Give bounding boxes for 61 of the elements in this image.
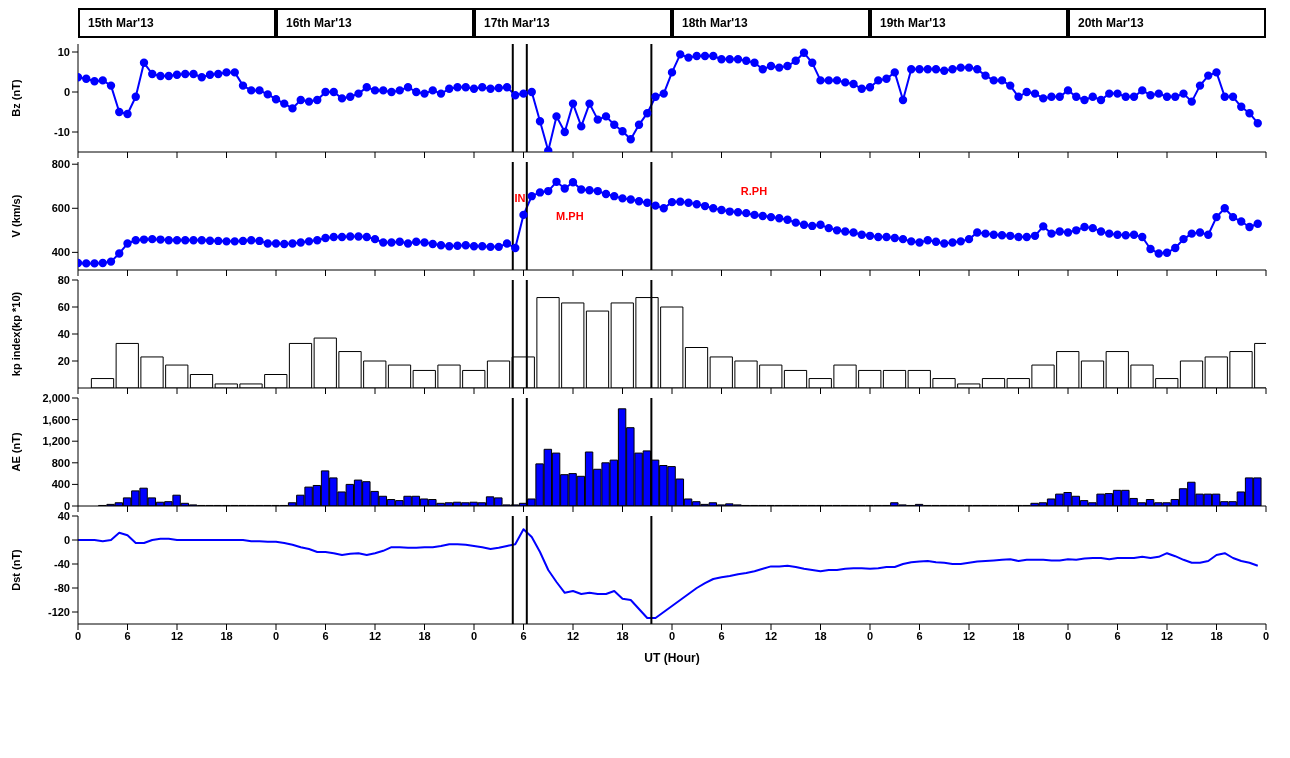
y-tick-label: 60 <box>57 300 70 313</box>
y-axis-title: kp index(kp *10) <box>9 291 22 377</box>
x-tick-label: 6 <box>322 629 329 642</box>
y-tick-label: 0 <box>63 499 70 512</box>
y-axis-title: Dst (nT) <box>9 548 22 591</box>
x-tick-label: 6 <box>124 629 131 642</box>
x-tick-label: 18 <box>1012 629 1025 642</box>
x-tick-label: 6 <box>718 629 725 642</box>
annotation: M.PH <box>556 210 584 222</box>
y-tick-label: 80 <box>57 273 70 286</box>
x-tick-label: 6 <box>916 629 923 642</box>
x-tick-label: 0 <box>1262 629 1270 642</box>
x-tick-label: 12 <box>764 629 778 642</box>
y-tick-label: 40 <box>57 509 70 522</box>
x-tick-label: 12 <box>1160 629 1174 642</box>
x-tick-label: 18 <box>418 629 431 642</box>
label-box: 17th Mar'13 <box>474 8 672 38</box>
x-tick-label: 6 <box>1114 629 1121 642</box>
y-tick-label: -40 <box>54 557 70 570</box>
x-tick-label: 12 <box>566 629 580 642</box>
x-tick-label: 6 <box>520 629 527 642</box>
x-tick-label: 0 <box>74 629 82 642</box>
x-tick-label: 0 <box>668 629 676 642</box>
x-tick-label: 18 <box>814 629 827 642</box>
y-axis-title: AE (nT) <box>9 432 22 472</box>
y-tick-label: 20 <box>57 354 70 367</box>
y-tick-label: 1,600 <box>42 413 70 426</box>
x-tick-label: 12 <box>962 629 976 642</box>
x-axis-title: UT (Hour) <box>644 651 700 665</box>
y-tick-label: 400 <box>51 246 70 259</box>
x-tick-label: 12 <box>368 629 382 642</box>
x-tick-label: 0 <box>866 629 874 642</box>
label-box: 15th Mar'13 <box>78 8 276 38</box>
label-box: 19th Mar'13 <box>870 8 1068 38</box>
y-tick-label: -10 <box>54 125 70 138</box>
x-tick-label: 18 <box>1210 629 1223 642</box>
x-tick-label: 18 <box>616 629 629 642</box>
y-tick-label: 2,000 <box>42 391 70 404</box>
x-tick-label: 18 <box>220 629 233 642</box>
annotation: IN <box>514 191 526 204</box>
y-axis-title: Bz (nT) <box>9 79 22 117</box>
y-tick-label: 0 <box>63 85 70 98</box>
y-tick-label: 800 <box>51 158 70 171</box>
x-tick-label: 0 <box>272 629 280 642</box>
x-tick-label: 12 <box>170 629 184 642</box>
y-tick-label: 40 <box>57 327 70 340</box>
label-box: 18th Mar'13 <box>672 8 870 38</box>
y-tick-label: 0 <box>63 533 70 546</box>
y-tick-label: 1,200 <box>42 435 70 448</box>
y-tick-label: 600 <box>51 202 70 215</box>
label-box: 16th Mar'13 <box>276 8 474 38</box>
y-tick-label: 400 <box>51 478 70 491</box>
y-axis-title: V (km/s) <box>9 194 22 238</box>
y-tick-label: -80 <box>54 581 70 594</box>
annotation: R.PH <box>740 185 768 198</box>
y-tick-label: 800 <box>51 456 70 469</box>
y-tick-label: -120 <box>47 605 70 618</box>
x-tick-label: 0 <box>470 629 478 642</box>
label-box: 20th Mar'13 <box>1068 8 1266 38</box>
y-tick-label: 10 <box>57 45 70 58</box>
x-tick-label: 0 <box>1064 629 1072 642</box>
